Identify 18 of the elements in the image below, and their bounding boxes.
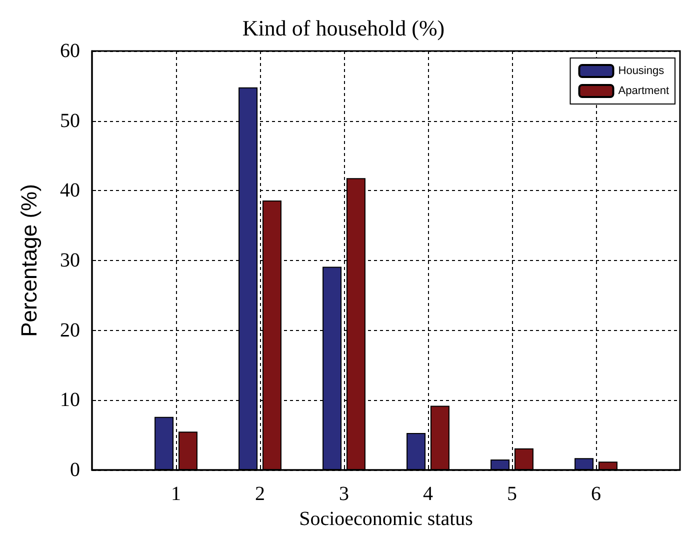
x-axis-title: Socioeconomic status [299,508,474,530]
y-tick-label: 50 [60,110,80,132]
y-tick-label: 10 [60,389,80,412]
y-tick-label: 60 [60,40,80,62]
x-tick-label: 1 [171,483,181,505]
chart-title: Kind of household (%) [242,16,445,40]
legend-label: Housings [618,65,665,77]
x-tick-label: 6 [591,483,601,505]
y-tick-label: 30 [60,250,80,272]
x-tick-label: 3 [339,483,349,505]
y-tick-label: 20 [60,319,80,342]
y-tick-label: 40 [60,180,80,202]
x-tick-label: 5 [507,483,517,505]
y-axis-title: Percentage (%) [16,184,42,337]
x-tick-label: 2 [255,483,265,505]
legend-label: Apartment [618,85,670,97]
y-tick-label: 0 [70,459,80,481]
x-tick-label: 4 [423,483,433,505]
